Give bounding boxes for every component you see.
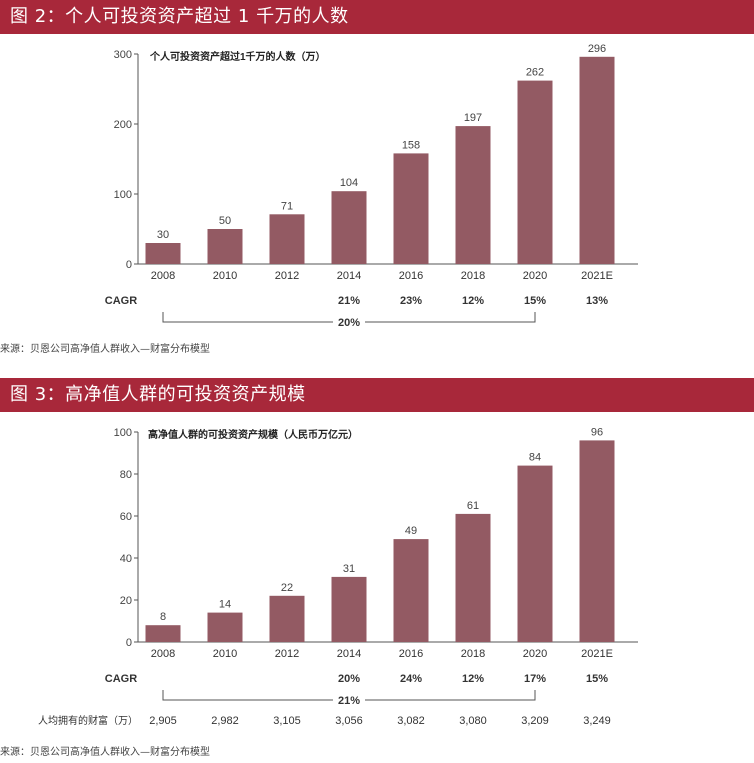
wealth-value: 2,982 [211, 715, 239, 727]
x-tick-label: 2018 [461, 270, 485, 282]
bar [145, 243, 181, 264]
bar-value-label: 158 [402, 139, 420, 151]
wealth-value: 3,082 [397, 715, 425, 727]
x-tick-label: 2008 [151, 648, 175, 660]
bar-value-label: 22 [281, 582, 293, 594]
investable-assets-chart: 0 20 40 60 80 100 高净值人群的可投资资产规模（人民币万亿元） 8 2008 2,… [38, 426, 638, 727]
bar-value-label: 71 [281, 200, 293, 212]
x-tick-label: 2020 [523, 270, 547, 282]
overall-cagr-background [333, 315, 365, 329]
x-tick-label: 2012 [275, 648, 299, 660]
y-tick-label: 0 [126, 259, 132, 271]
overall-cagr-value: 21% [338, 695, 360, 707]
figure-2-source: 来源：贝恩公司高净值人群收入—财富分布模型 [0, 344, 210, 355]
bar-value-label: 296 [588, 43, 606, 55]
wealth-value: 3,105 [273, 715, 301, 727]
bar [517, 465, 553, 642]
bar [579, 56, 615, 264]
wealth-value: 2,905 [149, 715, 177, 727]
bar [393, 153, 429, 264]
x-tick-label: 2020 [523, 648, 547, 660]
cagr-value: 20% [338, 673, 360, 685]
bar-value-label: 8 [160, 611, 166, 623]
cagr-value: 12% [462, 295, 484, 307]
x-tick-label: 2012 [275, 270, 299, 282]
x-tick-label: 2016 [399, 648, 423, 660]
bar-value-label: 49 [405, 525, 417, 537]
chart-title: 高净值人群的可投资资产规模（人民币万亿元） [148, 428, 358, 441]
wealth-value: 3,056 [335, 715, 363, 727]
chart-title: 个人可投资资产超过1千万的人数（万） [149, 50, 326, 63]
x-tick-label: 2021E [581, 270, 613, 282]
y-tick-label: 20 [120, 595, 132, 607]
bar [517, 80, 553, 264]
cagr-value: 15% [524, 295, 546, 307]
y-tick-label: 0 [126, 637, 132, 649]
y-tick-label: 60 [120, 511, 132, 523]
y-tick-label: 100 [114, 189, 132, 201]
cagr-label: CAGR [105, 295, 137, 307]
cagr-value: 15% [586, 673, 608, 685]
cagr-label: CAGR [105, 673, 137, 685]
y-tick-label: 80 [120, 469, 132, 481]
wealth-value: 3,249 [583, 715, 611, 727]
cagr-value: 13% [586, 295, 608, 307]
bar [393, 539, 429, 642]
wealth-value: 3,080 [459, 715, 487, 727]
cagr-value: 23% [400, 295, 422, 307]
bar-value-label: 31 [343, 563, 355, 575]
bar-value-label: 84 [529, 452, 541, 464]
bar-value-label: 50 [219, 215, 231, 227]
bar [269, 595, 305, 642]
bar-value-label: 104 [340, 177, 358, 189]
figure-3-source: 来源：贝恩公司高净值人群收入—财富分布模型 [0, 747, 210, 758]
bar [145, 625, 181, 642]
bar-value-label: 30 [157, 229, 169, 241]
figure-2-header: 图 2：个人可投资资产超过 1 千万的人数 [0, 0, 754, 34]
cagr-value: 17% [524, 673, 546, 685]
wealth-value: 3,209 [521, 715, 549, 727]
bar [207, 229, 243, 264]
x-tick-label: 2010 [213, 648, 237, 660]
bar-value-label: 96 [591, 426, 603, 438]
bar [455, 126, 491, 264]
x-tick-label: 2018 [461, 648, 485, 660]
x-tick-label: 2016 [399, 270, 423, 282]
wealth-label: 人均拥有的财富（万） [38, 714, 138, 727]
bar [269, 214, 305, 264]
figure-3-header: 图 3：高净值人群的可投资资产规模 [0, 378, 754, 412]
cagr-value: 21% [338, 295, 360, 307]
x-tick-label: 2010 [213, 270, 237, 282]
bar-value-label: 197 [464, 112, 482, 124]
bar [331, 576, 367, 642]
y-tick-label: 200 [114, 119, 132, 131]
y-tick-label: 40 [120, 553, 132, 565]
y-tick-label: 300 [114, 49, 132, 61]
bar [455, 513, 491, 642]
x-tick-label: 2008 [151, 270, 175, 282]
cagr-value: 24% [400, 673, 422, 685]
cagr-value: 12% [462, 673, 484, 685]
overall-cagr-value: 20% [338, 317, 360, 329]
bar-value-label: 61 [467, 500, 479, 512]
bar [207, 612, 243, 642]
investable-people-chart: 0 100 200 300 个人可投资资产超过1千万的人数（万） 30 2008 50 2010… [105, 43, 638, 329]
bar-value-label: 262 [526, 67, 544, 79]
y-tick-label: 100 [114, 427, 132, 439]
bar [331, 191, 367, 264]
bar-value-label: 14 [219, 599, 231, 611]
overall-cagr-background [333, 693, 365, 707]
x-tick-label: 2014 [337, 648, 361, 660]
x-tick-label: 2014 [337, 270, 361, 282]
bar [579, 440, 615, 642]
x-tick-label: 2021E [581, 648, 613, 660]
